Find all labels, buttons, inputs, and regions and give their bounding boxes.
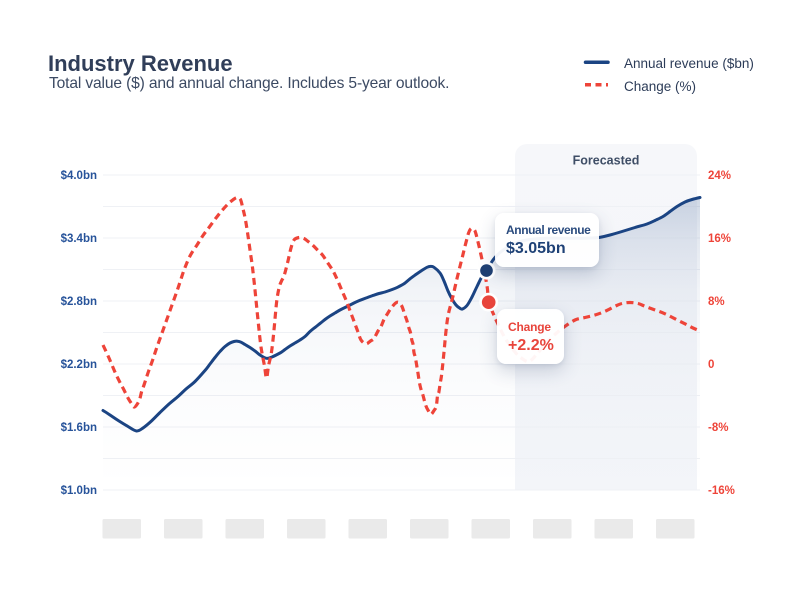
svg-text:-16%: -16% xyxy=(708,485,735,497)
svg-text:24%: 24% xyxy=(708,170,731,182)
svg-text:8%: 8% xyxy=(708,296,725,308)
svg-text:16%: 16% xyxy=(708,233,731,245)
svg-text:$4.0bn: $4.0bn xyxy=(61,170,97,182)
svg-text:-8%: -8% xyxy=(708,422,728,434)
svg-text:$2.2bn: $2.2bn xyxy=(61,359,97,371)
svg-text:$1.6bn: $1.6bn xyxy=(61,422,97,434)
svg-text:Forecasted: Forecasted xyxy=(573,154,640,168)
svg-text:$2.8bn: $2.8bn xyxy=(61,296,97,308)
svg-text:$1.0bn: $1.0bn xyxy=(61,485,97,497)
svg-text:0: 0 xyxy=(708,359,714,371)
svg-text:$3.4bn: $3.4bn xyxy=(61,233,97,245)
